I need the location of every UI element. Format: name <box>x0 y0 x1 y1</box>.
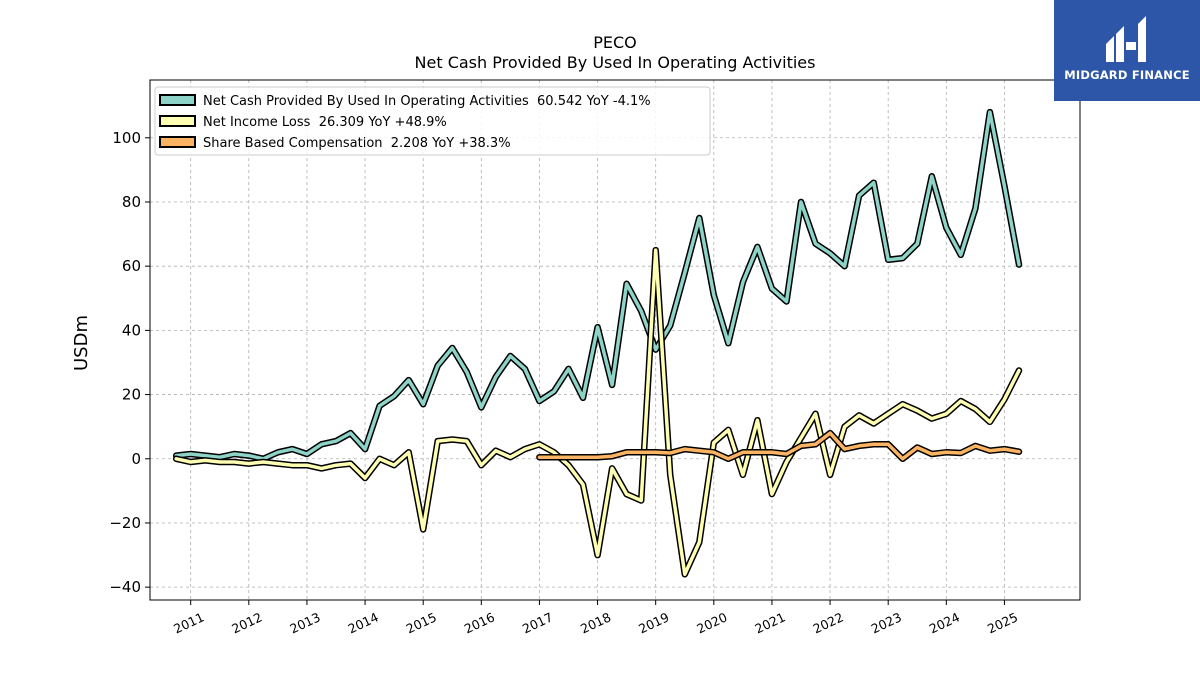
x-tick-label: 2016 <box>462 609 497 636</box>
x-tick-label: 2014 <box>346 609 381 636</box>
x-tick-label: 2024 <box>927 609 962 636</box>
x-tick-label: 2023 <box>869 609 904 636</box>
legend-box <box>154 86 711 156</box>
y-tick-label: 60 <box>122 257 141 275</box>
legend-swatch <box>159 136 196 148</box>
x-axis: 2011 2012 2013 2014 2015 2016 2017 2018 2019 2020… <box>171 600 1020 636</box>
y-tick-label: 100 <box>112 129 141 147</box>
y-tick-label: 0 <box>131 450 141 468</box>
x-tick-label: 2018 <box>578 609 613 636</box>
y-axis-label: USDm <box>71 315 92 371</box>
legend-label: Share Based Compensation 2.208 YoY +38.3… <box>203 136 511 151</box>
x-tick-label: 2011 <box>171 609 206 636</box>
brand-name: MIDGARD FINANCE <box>1064 68 1190 82</box>
x-tick-label: 2020 <box>694 609 729 636</box>
series-layer <box>172 108 1023 578</box>
legend-label: Net Income Loss 26.309 YoY +48.9% <box>203 115 447 130</box>
x-tick-label: 2019 <box>636 609 671 636</box>
series-2 <box>536 429 1023 463</box>
plot-frame <box>149 79 1081 601</box>
x-tick-label: 2022 <box>811 609 846 636</box>
chart-subtitle: Net Cash Provided By Used In Operating A… <box>415 53 816 72</box>
y-tick-label: −20 <box>109 514 141 532</box>
series-line <box>174 110 1021 461</box>
series-line <box>537 431 1021 461</box>
y-axis: −40 −20 0 20 40 60 80 100 <box>109 129 150 596</box>
y-tick-label: 80 <box>122 193 141 211</box>
legend-swatch <box>159 94 196 106</box>
x-tick-label: 2013 <box>287 609 322 636</box>
chart-title: PECO <box>593 33 637 52</box>
x-tick-label: 2021 <box>752 609 787 636</box>
legend: Net Cash Provided By Used In Operating A… <box>154 86 711 156</box>
legend-label: Net Cash Provided By Used In Operating A… <box>203 94 651 109</box>
series-line <box>174 248 1021 577</box>
y-tick-label: 20 <box>122 386 141 404</box>
series-1 <box>172 246 1023 578</box>
logo-mark-icon <box>1106 16 1146 62</box>
grid-lines <box>150 80 1080 600</box>
brand-logo: MIDGARD FINANCE <box>1054 0 1200 101</box>
legend-swatch <box>159 115 196 127</box>
series-0 <box>172 108 1023 463</box>
y-tick-label: −40 <box>109 578 141 596</box>
x-tick-label: 2012 <box>229 609 264 636</box>
y-tick-label: 40 <box>122 321 141 339</box>
x-tick-label: 2017 <box>520 609 555 636</box>
x-tick-label: 2015 <box>404 609 439 636</box>
x-tick-label: 2025 <box>985 609 1020 636</box>
